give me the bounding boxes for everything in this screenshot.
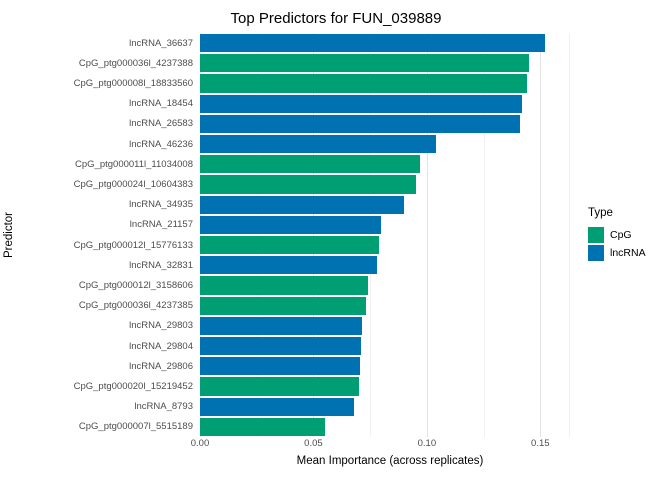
bar-row [200,275,580,295]
bar-row [200,134,580,154]
bar-lncRNA_36637 [200,34,545,53]
bar-row [200,154,580,174]
y-tick-labels: lncRNA_36637 CpG_ptg000036l_4237388 CpG_pt… [18,33,200,437]
y-tick-label: CpG_ptg000036l_4237388 [78,57,193,69]
legend-entries: CpG lncRNA [588,225,672,263]
legend-entry-label: CpG [610,229,632,241]
bar-row [200,336,580,356]
bar-row [200,397,580,417]
bar-lncRNA_32831 [200,256,377,275]
bars-layer [200,33,580,437]
gridline-major [426,33,428,437]
axis-spacer-left [0,437,200,451]
bar-lncRNA_29803 [200,316,363,336]
bar-CpG_ptg000012l_3158606 [200,276,368,295]
bar-CpG_ptg000008l_18833560 [200,74,527,93]
y-tick-label: lncRNA_36637 [129,37,193,49]
bar-lncRNA_21157 [200,215,382,235]
bar-CpG_ptg000012l_15776133 [200,236,380,255]
axis-spacer-right [580,455,672,467]
bar-row [200,417,580,437]
chart-title: Top Predictors for FUN_039889 [230,10,442,27]
bar-row [200,376,580,396]
bar-lncRNA_29806 [200,357,360,376]
bar-CpG_ptg000020l_15219452 [200,377,359,396]
bar-CpG_ptg000024l_10604383 [200,175,416,194]
bar-lncRNA_29804 [200,337,362,356]
bar-row [200,195,580,215]
bar-lncRNA_46236 [200,135,436,154]
axis-spacer-right [580,437,672,451]
y-tick-label: lncRNA_29804 [129,340,193,352]
legend: Type CpG lncRNA [580,33,672,437]
y-tick-label: CpG_ptg000020l_15219452 [73,381,193,393]
y-tick-label: lncRNA_21157 [129,219,193,231]
gridline-minor [370,33,372,437]
y-axis-title: Predictor [0,33,18,437]
x-tick-label: 0.15 [531,438,550,449]
plot-panel [200,33,580,437]
y-tick-label: lncRNA_18454 [129,98,193,110]
bar-row [200,73,580,93]
x-tick-label: 0.05 [304,438,323,449]
legend-title: Type [588,207,613,219]
y-tick-label: CpG_ptg000008l_18833560 [73,78,193,89]
chart-main: Predictor lncRNA_36637 CpG_ptg000036l_423… [0,33,672,437]
bar-CpG_ptg000036l_4237388 [200,54,529,73]
y-tick-label: CpG_ptg000012l_3158606 [78,280,193,292]
y-tick-label: lncRNA_29806 [129,360,193,372]
bar-row [200,174,580,194]
bar-row [200,33,580,53]
legend-swatch-lncRNA [588,245,604,261]
gridlines-layer [200,33,580,437]
y-tick-label: lncRNA_26583 [129,118,193,130]
legend-entry-label: lncRNA [610,247,646,259]
y-tick-label: CpG_ptg000024l_10604383 [73,179,193,191]
gridline-minor [483,33,485,437]
x-axis-title-text: Mean Importance (across replicates) [296,455,484,467]
x-tick-label: 0.10 [417,438,437,449]
y-tick-label: CpG_ptg000007l_5515189 [78,421,193,433]
bar-CpG_ptg000036l_4237385 [200,296,366,315]
y-axis-title-text: Predictor [3,211,15,259]
x-tick-label: 0.00 [190,438,210,449]
gridline-major [540,33,542,437]
y-tick-label: CpG_ptg000036l_4237385 [78,300,193,312]
y-tick-label: CpG_ptg000011l_11034008 [75,158,193,170]
bar-row [200,53,580,73]
bar-row [200,235,580,255]
y-tick-label: lncRNA_46236 [129,138,193,150]
bar-row [200,356,580,376]
bar-row [200,94,580,114]
gridline-minor [568,33,570,437]
axis-spacer-left [0,455,200,467]
bar-lncRNA_26583 [200,114,520,133]
bar-lncRNA_34935 [200,195,405,214]
gridline-major [313,33,315,437]
bar-row [200,114,580,134]
y-tick-label: lncRNA_34935 [129,199,193,211]
y-tick-label: lncRNA_8793 [134,401,193,413]
y-tick-label: lncRNA_29803 [129,320,193,332]
y-tick-label: lncRNA_32831 [129,259,193,271]
legend-entry: lncRNA [588,245,672,261]
legend-entry: CpG [588,227,672,243]
x-tick-labels: 0.00 0.05 0.10 0.15 [191,437,580,451]
bar-CpG_ptg000011l_11034008 [200,155,421,174]
bar-row [200,316,580,336]
bar-row [200,255,580,275]
y-tick-label: CpG_ptg000012l_15776133 [73,239,193,251]
bar-row [200,215,580,235]
bar-CpG_ptg000007l_5515189 [200,417,325,437]
bar-lncRNA_18454 [200,94,523,113]
gridline-major [200,33,201,437]
bar-row [200,296,580,316]
x-axis-title: Mean Importance (across replicates) [0,455,672,467]
x-axis: 0.00 0.05 0.10 0.15 [0,437,672,451]
gridline-minor [256,33,258,437]
legend-swatch-CpG [588,227,604,243]
bar-lncRNA_8793 [200,397,355,416]
